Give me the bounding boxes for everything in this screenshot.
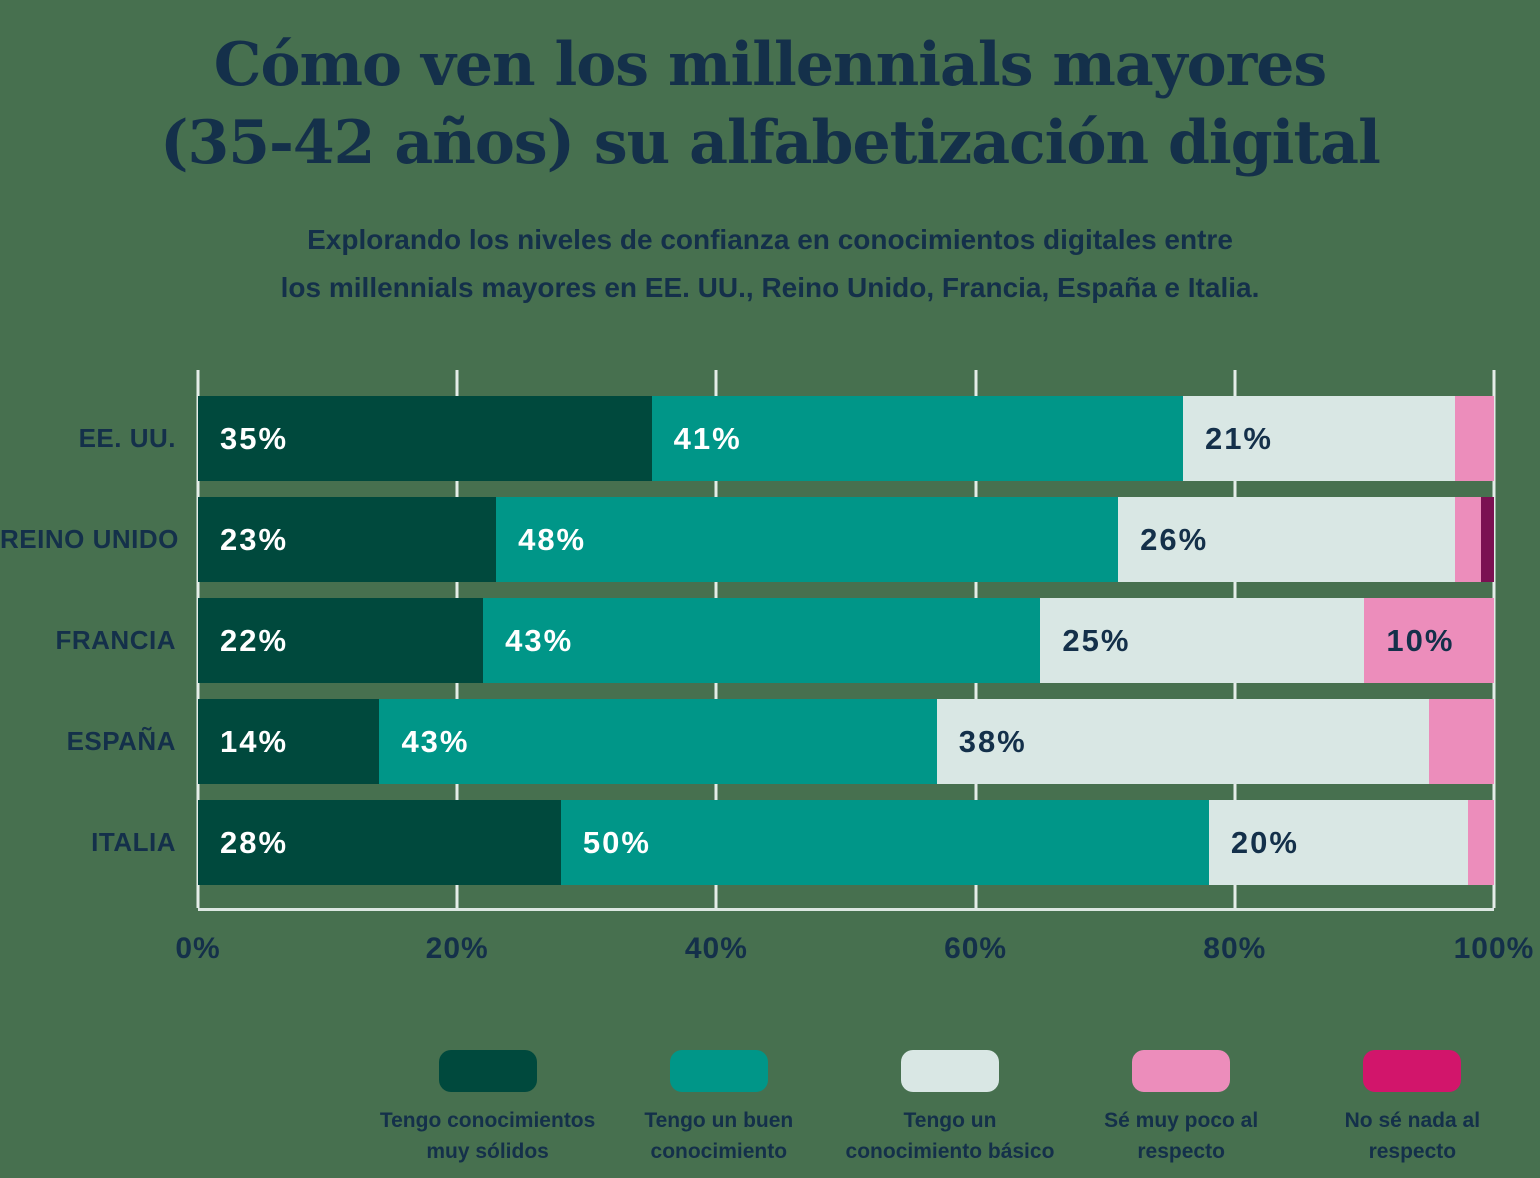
segment-label: 22% — [220, 622, 289, 658]
legend-swatch — [1363, 1050, 1462, 1092]
legend-label: Tengo conocimientos muy sólidos — [379, 1109, 596, 1163]
x-tick-label: 100% — [1453, 932, 1535, 965]
legend-label: Sé muy poco al respecto — [1104, 1109, 1259, 1163]
legend-swatch — [669, 1050, 768, 1092]
bar-row: 35% 41% 21% — [198, 396, 1494, 481]
legend-item: Sé muy poco al respecto — [1066, 1050, 1297, 1167]
chart-title: Cómo ven los millennials mayores (35-42 … — [0, 26, 1540, 182]
segment-label: 28% — [220, 824, 289, 860]
x-tick-label: 60% — [944, 932, 1008, 965]
chart-title-line-1: Cómo ven los millennials mayores — [213, 30, 1327, 100]
chart-subtitle-line-2: los millennials mayores en EE. UU., Rein… — [280, 272, 1260, 303]
legend-item: Tengo un buen conocimiento — [603, 1050, 834, 1167]
legend: Tengo conocimientos muy sólidos Tengo un b… — [372, 1050, 1528, 1167]
chart-title-line-2: (35-42 años) su alfabetización digital — [160, 108, 1381, 178]
segment-label: 35% — [220, 420, 289, 456]
segment-label: 41% — [673, 420, 742, 456]
x-tick-label: 40% — [684, 932, 748, 965]
bar-segment: 28% — [198, 800, 561, 885]
country-label: FRANCIA — [55, 625, 176, 655]
gridline — [1492, 370, 1496, 908]
bar-segment: 20% — [1208, 800, 1469, 885]
segment-label: 10% — [1386, 622, 1455, 658]
bar-row: 22% 43% 25% 10% — [198, 598, 1494, 683]
legend-swatch — [900, 1050, 999, 1092]
legend-label: Tengo un conocimiento básico — [845, 1109, 1055, 1163]
segment-label: 26% — [1140, 521, 1209, 557]
plot-area: 35% 41% 21% 23% 48% 26% 22% 43% 25% 10% 14% 43% 38% 2… — [196, 370, 1496, 911]
x-tick-label: 0% — [175, 932, 221, 965]
legend-label: No sé nada al respecto — [1344, 1109, 1481, 1163]
segment-label: 48% — [518, 521, 587, 557]
country-label: ESPAÑA — [66, 726, 176, 756]
bar-segment — [1429, 699, 1494, 784]
bar-segment: 41% — [651, 396, 1183, 481]
legend-label: Tengo un buen conocimiento — [644, 1109, 794, 1163]
legend-item: Tengo conocimientos muy sólidos — [372, 1050, 603, 1167]
segment-label: 14% — [220, 723, 289, 759]
bar-row: 14% 43% 38% — [198, 699, 1494, 784]
country-label: EE. UU. — [78, 423, 176, 453]
chart-subtitle: Explorando los niveles de confianza en c… — [0, 216, 1540, 312]
bar-segment: 10% — [1364, 598, 1494, 683]
bar-segment: 26% — [1118, 497, 1456, 582]
segment-label: 20% — [1230, 824, 1299, 860]
x-tick-label: 20% — [425, 932, 489, 965]
legend-item: Tengo un conocimiento básico — [834, 1050, 1065, 1167]
segment-label: 23% — [220, 521, 289, 557]
bar-segment — [1481, 497, 1494, 582]
bar-segment: 35% — [198, 396, 652, 481]
bar-row: 28% 50% 20% — [198, 800, 1494, 885]
bar-segment: 14% — [198, 699, 380, 784]
bar-segment — [1468, 800, 1494, 885]
segment-label: 25% — [1062, 622, 1131, 658]
legend-swatch — [1132, 1050, 1231, 1092]
x-tick-label: 80% — [1203, 932, 1267, 965]
country-label: REINO UNIDO — [0, 524, 179, 554]
bar-segment: 22% — [198, 598, 484, 683]
bar-segment: 43% — [483, 598, 1041, 683]
country-label: ITALIA — [91, 827, 176, 857]
segment-label: 43% — [505, 622, 574, 658]
bar-segment: 38% — [936, 699, 1430, 784]
legend-item: No sé nada al respecto — [1297, 1050, 1528, 1167]
bar-segment: 23% — [198, 497, 497, 582]
bar-segment: 43% — [379, 699, 937, 784]
bar-row: 23% 48% 26% — [198, 497, 1494, 582]
bar-segment: 21% — [1182, 396, 1456, 481]
chart-subtitle-line-1: Explorando los niveles de confianza en c… — [307, 224, 1233, 255]
segment-label: 38% — [958, 723, 1027, 759]
bar-segment — [1455, 396, 1494, 481]
bar-segment — [1455, 497, 1482, 582]
segment-label: 43% — [401, 723, 470, 759]
segment-label: 21% — [1204, 420, 1273, 456]
segment-label: 50% — [582, 824, 651, 860]
bar-segment: 25% — [1040, 598, 1365, 683]
bar-segment: 50% — [560, 800, 1209, 885]
legend-swatch — [438, 1050, 537, 1092]
bar-segment: 48% — [496, 497, 1119, 582]
